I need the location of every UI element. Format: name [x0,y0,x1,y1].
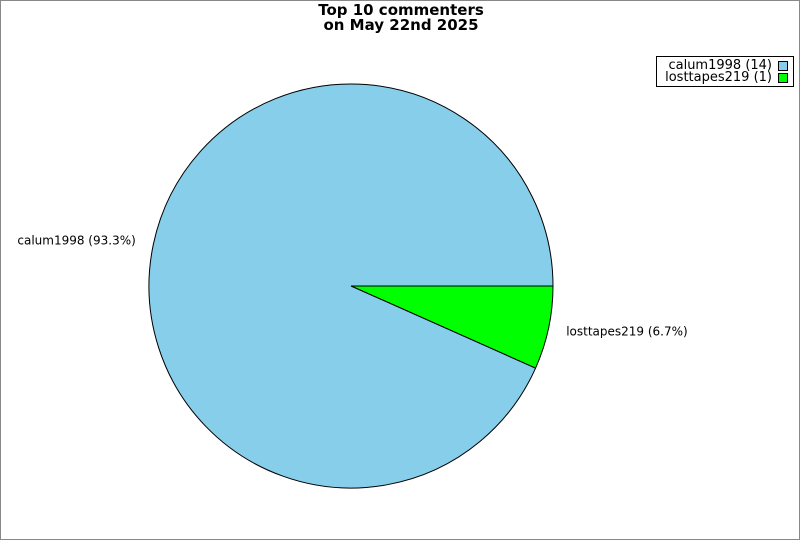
legend-label: losttapes219 (1) [665,70,772,85]
pie-label-calum1998: calum1998 (93.3%) [17,233,135,247]
legend-swatch [778,72,788,83]
title-line-1: Top 10 commenters [318,1,484,19]
legend-swatch [778,60,788,71]
pie-slice-calum1998 [148,83,554,489]
legend-item-losttapes219: losttapes219 (1) [665,71,788,84]
legend-label: calum1998 (14) [668,58,772,73]
legend-item-calum1998: calum1998 (14) [668,59,788,72]
pie-label-losttapes219: losttapes219 (6.7%) [566,325,688,339]
chart-title: Top 10 commenters on May 22nd 2025 [1,1,799,34]
legend: calum1998 (14) losttapes219 (1) [656,56,794,87]
title-line-2: on May 22nd 2025 [323,16,479,34]
